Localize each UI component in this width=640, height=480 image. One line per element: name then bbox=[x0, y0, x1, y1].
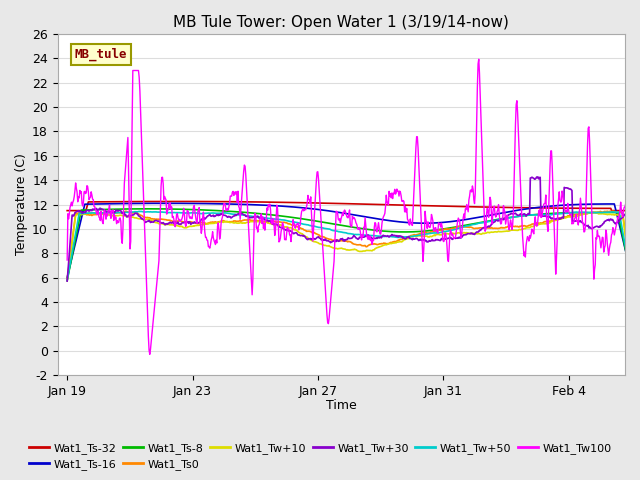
X-axis label: Time: Time bbox=[326, 399, 356, 412]
Y-axis label: Temperature (C): Temperature (C) bbox=[15, 154, 28, 255]
Legend: Wat1_Ts-32, Wat1_Ts-16, Wat1_Ts-8, Wat1_Ts0, Wat1_Tw+10, Wat1_Tw+30, Wat1_Tw+50,: Wat1_Ts-32, Wat1_Ts-16, Wat1_Ts-8, Wat1_… bbox=[25, 438, 616, 474]
Title: MB Tule Tower: Open Water 1 (3/19/14-now): MB Tule Tower: Open Water 1 (3/19/14-now… bbox=[173, 15, 509, 30]
Text: MB_tule: MB_tule bbox=[75, 48, 127, 61]
